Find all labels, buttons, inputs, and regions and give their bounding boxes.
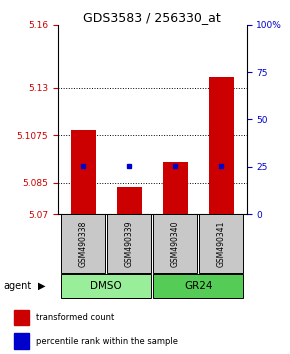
- Text: GSM490339: GSM490339: [125, 220, 134, 267]
- Text: GSM490341: GSM490341: [217, 220, 226, 267]
- Bar: [14, 310, 29, 325]
- Text: GR24: GR24: [184, 281, 213, 291]
- Bar: [61, 214, 105, 273]
- Bar: [163, 161, 188, 214]
- Bar: [71, 130, 96, 214]
- Title: GDS3583 / 256330_at: GDS3583 / 256330_at: [84, 11, 221, 24]
- Bar: [209, 78, 234, 214]
- Text: GSM490340: GSM490340: [171, 220, 180, 267]
- Bar: [14, 333, 29, 349]
- Bar: [153, 274, 243, 298]
- Text: percentile rank within the sample: percentile rank within the sample: [36, 337, 177, 346]
- Bar: [117, 187, 142, 214]
- Bar: [199, 214, 243, 273]
- Bar: [61, 274, 151, 298]
- Text: GSM490338: GSM490338: [79, 220, 88, 267]
- Text: agent: agent: [3, 281, 31, 291]
- Text: transformed count: transformed count: [36, 313, 114, 322]
- Text: DMSO: DMSO: [90, 281, 122, 291]
- Text: ▶: ▶: [38, 281, 46, 291]
- Bar: [107, 214, 151, 273]
- Bar: [153, 214, 197, 273]
